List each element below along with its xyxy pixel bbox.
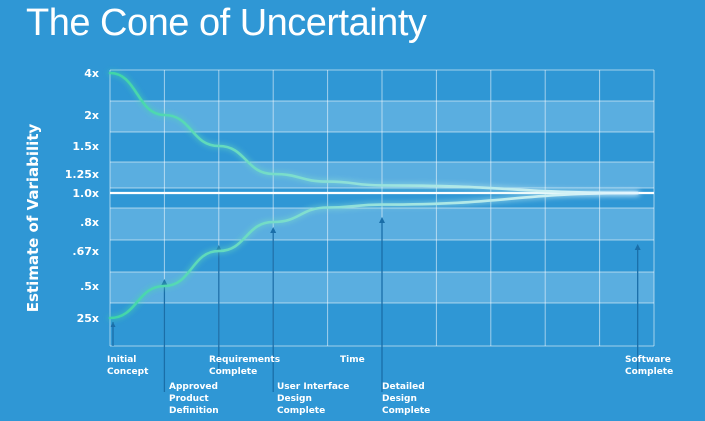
- y-tick-label: 25x: [77, 312, 99, 325]
- y-tick-label: 1.0x: [72, 187, 99, 200]
- milestone-label: Complete: [625, 367, 673, 377]
- milestone-arrowhead: [161, 279, 168, 285]
- y-tick-label: 2x: [84, 109, 99, 122]
- lower-bound-curve: [108, 191, 639, 320]
- y-tick-label: .8x: [80, 216, 99, 229]
- milestone-arrowhead: [634, 244, 641, 250]
- milestone-label: Software: [625, 355, 671, 365]
- y-tick-label: .5x: [80, 280, 99, 293]
- x-axis-label: Time: [340, 355, 365, 365]
- y-tick-label: 1.5x: [72, 140, 99, 153]
- milestone-arrowhead: [270, 227, 277, 233]
- milestone-label: Initial: [107, 355, 136, 365]
- milestone-label: Concept: [107, 367, 149, 377]
- milestone-label: Definition: [169, 406, 219, 416]
- upper-bound-curve: [108, 71, 639, 195]
- milestone-arrowhead: [215, 245, 222, 251]
- milestone-label: Design: [277, 394, 312, 404]
- milestone-label: Design: [382, 394, 417, 404]
- milestone-arrowhead: [110, 322, 116, 327]
- milestone-arrowhead: [379, 217, 385, 223]
- milestone-label: User Interface: [277, 382, 349, 392]
- milestone-label: Complete: [382, 406, 430, 416]
- milestone-label: Product: [169, 394, 209, 404]
- milestone-label: Requirements: [209, 355, 280, 365]
- chart-title: The Cone of Uncertainty: [26, 2, 427, 44]
- y-tick-label: 4x: [84, 67, 99, 80]
- milestone-label: Complete: [277, 406, 325, 416]
- milestone-label: Approved: [169, 382, 218, 392]
- milestone-label: Complete: [209, 367, 257, 377]
- y-tick-label: 1.25x: [65, 168, 99, 181]
- milestone-label: Detailed: [382, 382, 425, 392]
- y-tick-label: .67x: [72, 245, 99, 258]
- y-axis-label: Estimate of Variability: [24, 124, 42, 313]
